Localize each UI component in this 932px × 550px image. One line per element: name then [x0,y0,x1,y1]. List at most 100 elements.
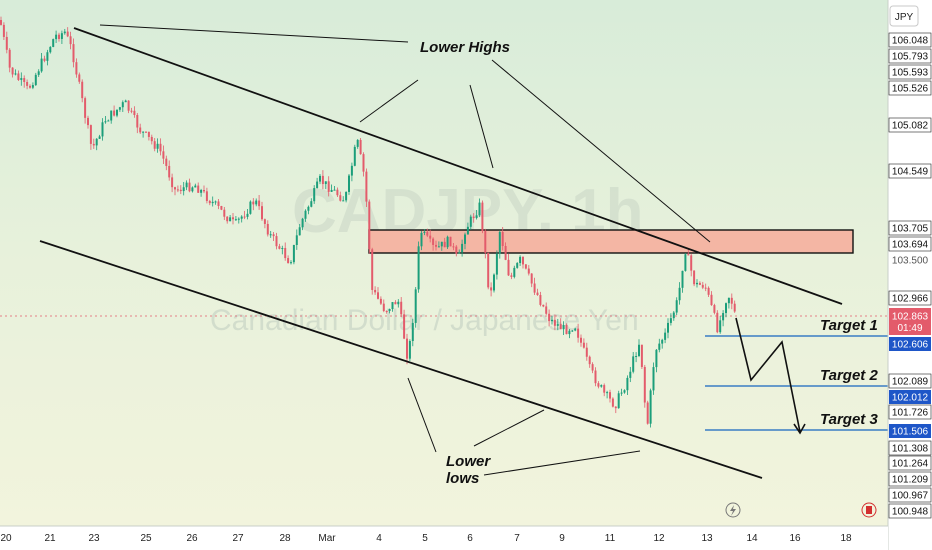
time-tick-label: 18 [840,533,852,544]
lower-channel-line[interactable] [39,240,763,479]
candle-body [646,402,649,424]
last-price-bg [889,308,931,335]
candle-body [449,236,452,247]
price-label: 101.726 [892,408,929,419]
candle-body [229,217,232,222]
candle-body [17,73,20,80]
targets-layer: Target 1 Target 2 Target 3 [705,317,888,431]
candle-body [533,283,536,293]
candle-body [156,143,159,149]
candle-body [278,246,281,249]
candle-body [145,131,147,133]
candle-body [667,322,669,333]
candle-body [217,201,220,207]
price-label: 106.048 [892,36,929,47]
candle-body [176,189,179,191]
candle-body [545,306,548,314]
candle-body [214,201,217,203]
candle-body [208,200,211,204]
time-labels: 20 21 23 25 26 27 28 Mar 4 5 6 7 9 11 12 13 14 16 18 [0,533,852,544]
candle-body [504,246,507,260]
lower-lows-label-line2: lows [446,470,479,487]
price-label: 105.082 [892,121,929,132]
candle-body [733,303,736,312]
candle-body [629,371,632,378]
candle-body [188,182,191,192]
candle-body [524,264,527,269]
price-label: 103.694 [892,240,929,251]
candle-body [232,217,234,220]
candle-body [481,202,484,231]
candle-body [385,310,388,312]
candle-body [556,324,559,326]
candle-body [301,218,304,228]
candle-body [298,227,301,236]
candle-body [136,115,139,128]
candle-body [240,216,243,219]
candle-body [609,392,611,399]
candle-body [388,309,391,311]
lower-lows-pointers [407,377,641,476]
candle-body [336,189,339,196]
candles-layer [0,16,736,428]
price-label-bg [889,337,931,351]
candle-body [475,215,478,219]
time-tick-label: 14 [746,533,758,544]
candle-body [684,254,687,271]
candle-body [249,201,252,214]
candle-body [147,131,150,137]
candle-body [58,34,60,39]
price-label-bg [888,404,932,420]
projection-arrowhead-icon [793,423,806,435]
candle-body [2,24,5,37]
time-tick-label: 7 [514,533,520,544]
currency-button[interactable] [889,5,919,27]
price-label: 100.948 [892,507,929,518]
candle-body [437,246,440,248]
flag-icon[interactable] [861,502,877,518]
price-label: 102.012 [892,393,929,404]
candle-body [330,189,333,192]
price-tick-label: 103.500 [892,256,929,267]
time-tick-label: 12 [653,533,665,544]
candle-body [8,49,11,68]
candle-body [290,262,292,264]
candle-body [585,347,588,357]
candle-body [63,31,66,34]
candle-body [730,297,733,304]
candle-body [5,36,8,50]
time-axis[interactable] [0,526,888,550]
candle-body [406,338,408,359]
candle-body [513,267,516,277]
candle-body [49,46,52,53]
candle-body [69,36,72,45]
candle-body [0,20,2,25]
upper-channel-line[interactable] [73,27,843,305]
price-label: 105.593 [892,68,929,79]
candle-body [635,356,638,358]
projected-path[interactable] [735,317,801,433]
last-price-label: 102.863 [892,312,929,323]
candle-body [498,232,501,254]
candle-body [417,246,420,290]
price-label-bg [888,48,932,64]
candle-body [200,189,203,193]
candle-body [371,249,374,290]
candle-body [104,121,107,123]
price-label-bg [888,455,932,471]
candle-body [374,289,377,293]
time-tick-label: 28 [279,533,291,544]
candle-body [72,44,75,63]
price-label: 100.967 [892,491,929,502]
candle-body [275,236,278,247]
candle-body [226,216,229,222]
lower-highs-label: Lower Highs [420,39,510,56]
candle-body [687,254,690,256]
candle-body [725,303,727,314]
candle-body [472,216,475,219]
candle-body [478,202,481,216]
flag-glyph [866,506,872,514]
time-tick-label: 5 [422,533,428,544]
lightning-icon[interactable] [725,502,741,518]
